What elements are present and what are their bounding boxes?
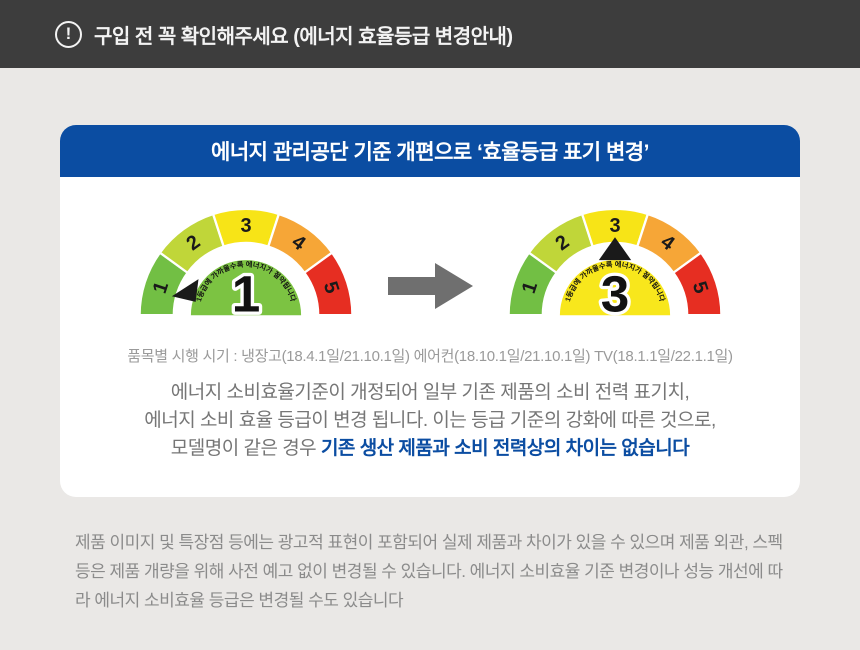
notice-bar: ! 구입 전 꼭 확인해주세요 (에너지 효율등급 변경안내) bbox=[0, 0, 860, 68]
gauge-segment-5 bbox=[302, 251, 354, 317]
description-line-3-prefix: 모델명이 같은 경우 bbox=[170, 438, 321, 459]
gauge-segment-5 bbox=[671, 251, 723, 317]
gauge-inner-semicircle bbox=[190, 260, 301, 316]
gauge-row: 1 2 3 4 5 1등급에 가까울수록 에너지가 절약됩니다 1 1 2 3 4 5 1등급에 가까… bbox=[60, 177, 800, 321]
description-line-2: 에너지 소비 효율 등급이 변경 됩니다. 이는 등급 기준의 강화에 따른 것… bbox=[144, 410, 716, 431]
gauge-value: 3 bbox=[600, 265, 629, 321]
exclamation-circle-icon: ! bbox=[55, 20, 82, 48]
notice-bar-title: 구입 전 꼭 확인해주세요 (에너지 효율등급 변경안내) bbox=[94, 25, 513, 48]
right-arrow-icon bbox=[387, 263, 473, 309]
gauge-pointer-icon bbox=[598, 237, 631, 261]
description-line-3-highlight: 기존 생산 제품과 소비 전력상의 차이는 없습니다 bbox=[320, 438, 690, 459]
description-line-3: 모델명이 같은 경우 기존 생산 제품과 소비 전력상의 차이는 없습니다 bbox=[60, 435, 800, 463]
gauge-segment-label: 3 bbox=[609, 215, 620, 237]
gauge-value: 1 bbox=[231, 265, 260, 321]
gauge-pointer-icon bbox=[171, 279, 198, 302]
card-header: 에너지 관리공단 기준 개편으로 ‘효율등급 표기 변경’ bbox=[60, 125, 800, 177]
footer-disclaimer: 제품 이미지 및 특장점 등에는 광고적 표현이 포함되어 실제 제품과 차이가… bbox=[75, 533, 783, 610]
description-text: 에너지 소비효율기준이 개정되어 일부 기존 제품의 소비 전력 표기치, 에너… bbox=[60, 379, 800, 497]
schedule-text: 품목별 시행 시기 : 냉장고(18.4.1일/21.10.1일) 에어컨(18… bbox=[127, 348, 733, 365]
gauge-segment-label: 3 bbox=[240, 215, 251, 237]
card-header-title: 에너지 관리공단 기준 개편으로 ‘효율등급 표기 변경’ bbox=[211, 141, 649, 164]
description-line-1: 에너지 소비효율기준이 개정되어 일부 기존 제품의 소비 전력 표기치, bbox=[170, 382, 690, 403]
gauge-inner-semicircle bbox=[559, 260, 670, 316]
energy-rating-card: 에너지 관리공단 기준 개편으로 ‘효율등급 표기 변경’ 1 2 3 4 5 1등급에 … bbox=[60, 125, 800, 497]
